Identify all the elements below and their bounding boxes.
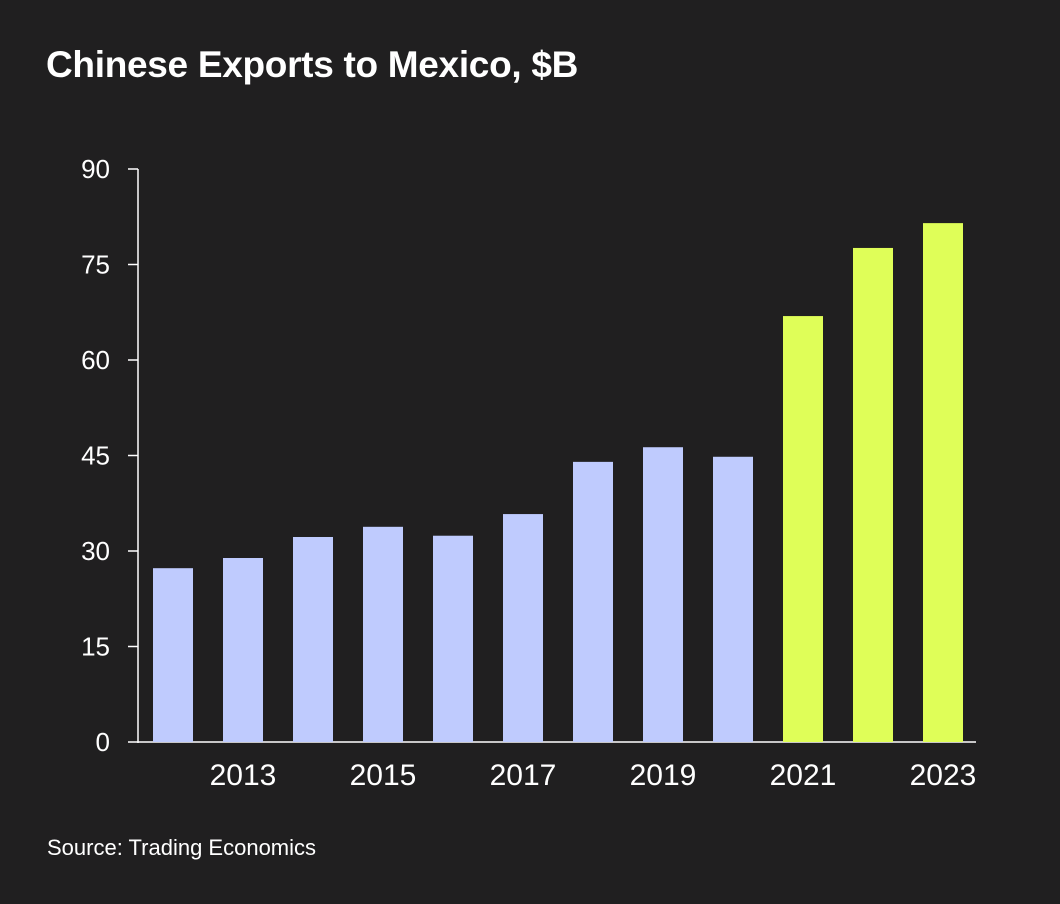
x-tick-label: 2015 [350, 759, 417, 792]
bar-2015 [363, 526, 403, 742]
bar-2016 [433, 535, 473, 742]
y-tick-label: 15 [81, 632, 110, 662]
y-tick-label: 0 [96, 727, 110, 757]
bar-2018 [573, 461, 613, 742]
bar-2017 [503, 514, 543, 742]
bar-2020 [713, 456, 753, 742]
bar-2019 [643, 447, 683, 742]
y-tick-label: 30 [81, 536, 110, 566]
bar-2013 [223, 558, 263, 742]
x-tick-label: 2023 [910, 759, 977, 792]
x-tick-label: 2017 [490, 759, 557, 792]
x-tick-label: 2019 [630, 759, 697, 792]
bar-2022 [853, 247, 893, 743]
chart-title: Chinese Exports to Mexico, $B [46, 44, 579, 85]
y-tick-label: 45 [81, 441, 110, 471]
y-tick-label: 75 [81, 250, 110, 280]
x-tick-label: 2013 [210, 759, 277, 792]
bar-2014 [293, 536, 333, 742]
bar-2012 [153, 568, 193, 742]
source-note: Source: Trading Economics [47, 835, 317, 860]
x-tick-label: 2021 [770, 759, 837, 792]
y-tick-label: 60 [81, 345, 110, 375]
bar-2021 [783, 316, 823, 742]
y-tick-label: 90 [81, 154, 110, 184]
bar-2023 [923, 223, 963, 742]
